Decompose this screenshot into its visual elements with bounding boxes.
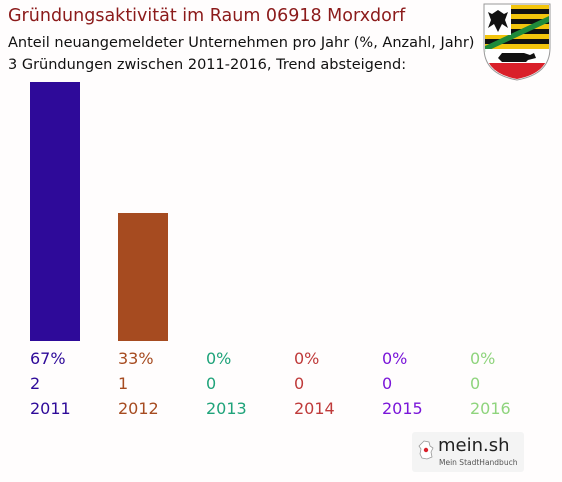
count-label-2015: 0 xyxy=(382,374,393,393)
percent-label-2015: 0% xyxy=(382,349,408,368)
count-label-2012: 1 xyxy=(118,374,129,393)
count-label-2014: 0 xyxy=(294,374,305,393)
percent-label-2013: 0% xyxy=(206,349,232,368)
bar-2012 xyxy=(118,213,168,341)
logo-wordmark: mein.sh xyxy=(438,435,510,456)
mein-sh-logo: mein.sh Mein StadtHandbuch xyxy=(412,432,524,472)
count-label-2011: 2 xyxy=(30,374,41,393)
chart-subtitle: Anteil neuangemeldeter Unternehmen pro J… xyxy=(8,35,475,51)
percent-label-2016: 0% xyxy=(470,349,496,368)
count-label-2013: 0 xyxy=(206,374,217,393)
chart-summary: 3 Gründungen zwischen 2011-2016, Trend a… xyxy=(8,57,407,73)
percent-label-2012: 33% xyxy=(118,349,154,368)
logo-tagline: Mein StadtHandbuch xyxy=(439,458,518,467)
year-label-2011: 2011 xyxy=(30,399,71,418)
saxony-anhalt-coat-of-arms-icon xyxy=(478,2,556,82)
germany-map-icon xyxy=(418,440,434,460)
chart-title: Gründungsaktivität im Raum 06918 Morxdor… xyxy=(8,6,406,26)
year-label-2014: 2014 xyxy=(294,399,335,418)
year-label-2016: 2016 xyxy=(470,399,511,418)
percent-label-2014: 0% xyxy=(294,349,320,368)
percent-label-2011: 67% xyxy=(30,349,66,368)
bar-2011 xyxy=(30,82,80,341)
year-label-2012: 2012 xyxy=(118,399,159,418)
year-label-2015: 2015 xyxy=(382,399,423,418)
count-label-2016: 0 xyxy=(470,374,481,393)
year-label-2013: 2013 xyxy=(206,399,247,418)
